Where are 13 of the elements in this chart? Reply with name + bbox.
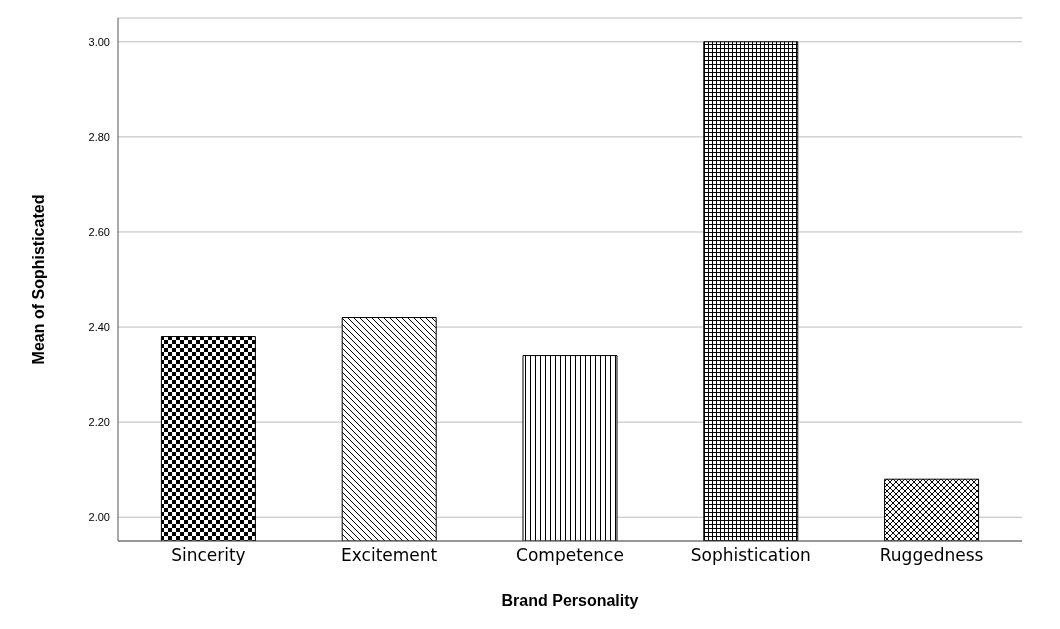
x-tick-label: Sincerity — [171, 545, 246, 566]
y-tick-label: 2.60 — [88, 225, 110, 238]
x-tick-label: Excitement — [341, 545, 438, 566]
y-tick-label: 2.20 — [88, 416, 110, 429]
x-axis-title: Brand Personality — [501, 592, 639, 609]
y-tick-label: 2.40 — [88, 320, 110, 333]
y-tick-label: 3.00 — [88, 35, 110, 48]
x-tick-label: Ruggedness — [879, 545, 984, 566]
y-tick-label: 2.00 — [88, 511, 110, 524]
y-axis-title: Mean of Sophisticated — [29, 194, 47, 365]
y-tick-label: 2.80 — [88, 130, 110, 143]
x-tick-label: Competence — [516, 545, 624, 566]
x-tick-label: Sophistication — [690, 545, 811, 566]
